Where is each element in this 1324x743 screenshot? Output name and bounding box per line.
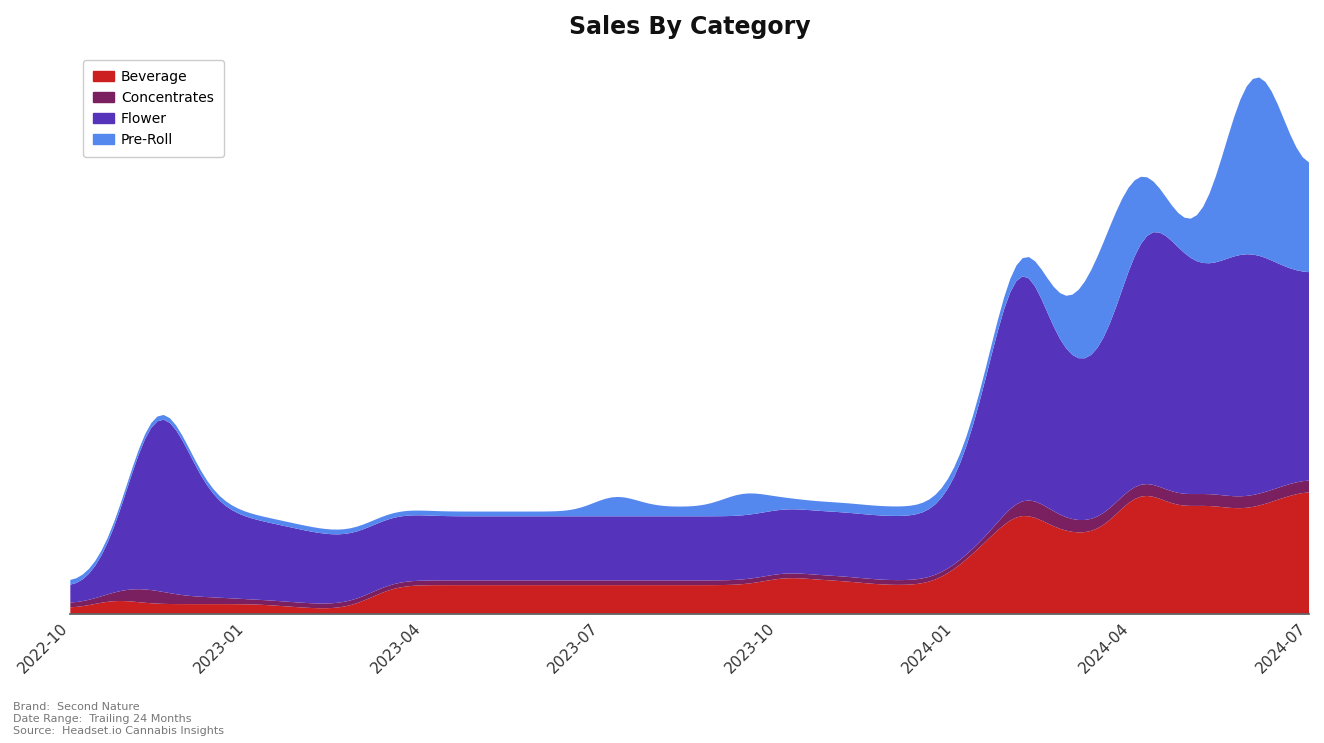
Text: Brand:  Second Nature
Date Range:  Trailing 24 Months
Source:  Headset.io Cannab: Brand: Second Nature Date Range: Trailin… — [13, 702, 224, 736]
Title: Sales By Category: Sales By Category — [569, 15, 810, 39]
Legend: Beverage, Concentrates, Flower, Pre-Roll: Beverage, Concentrates, Flower, Pre-Roll — [83, 60, 224, 157]
